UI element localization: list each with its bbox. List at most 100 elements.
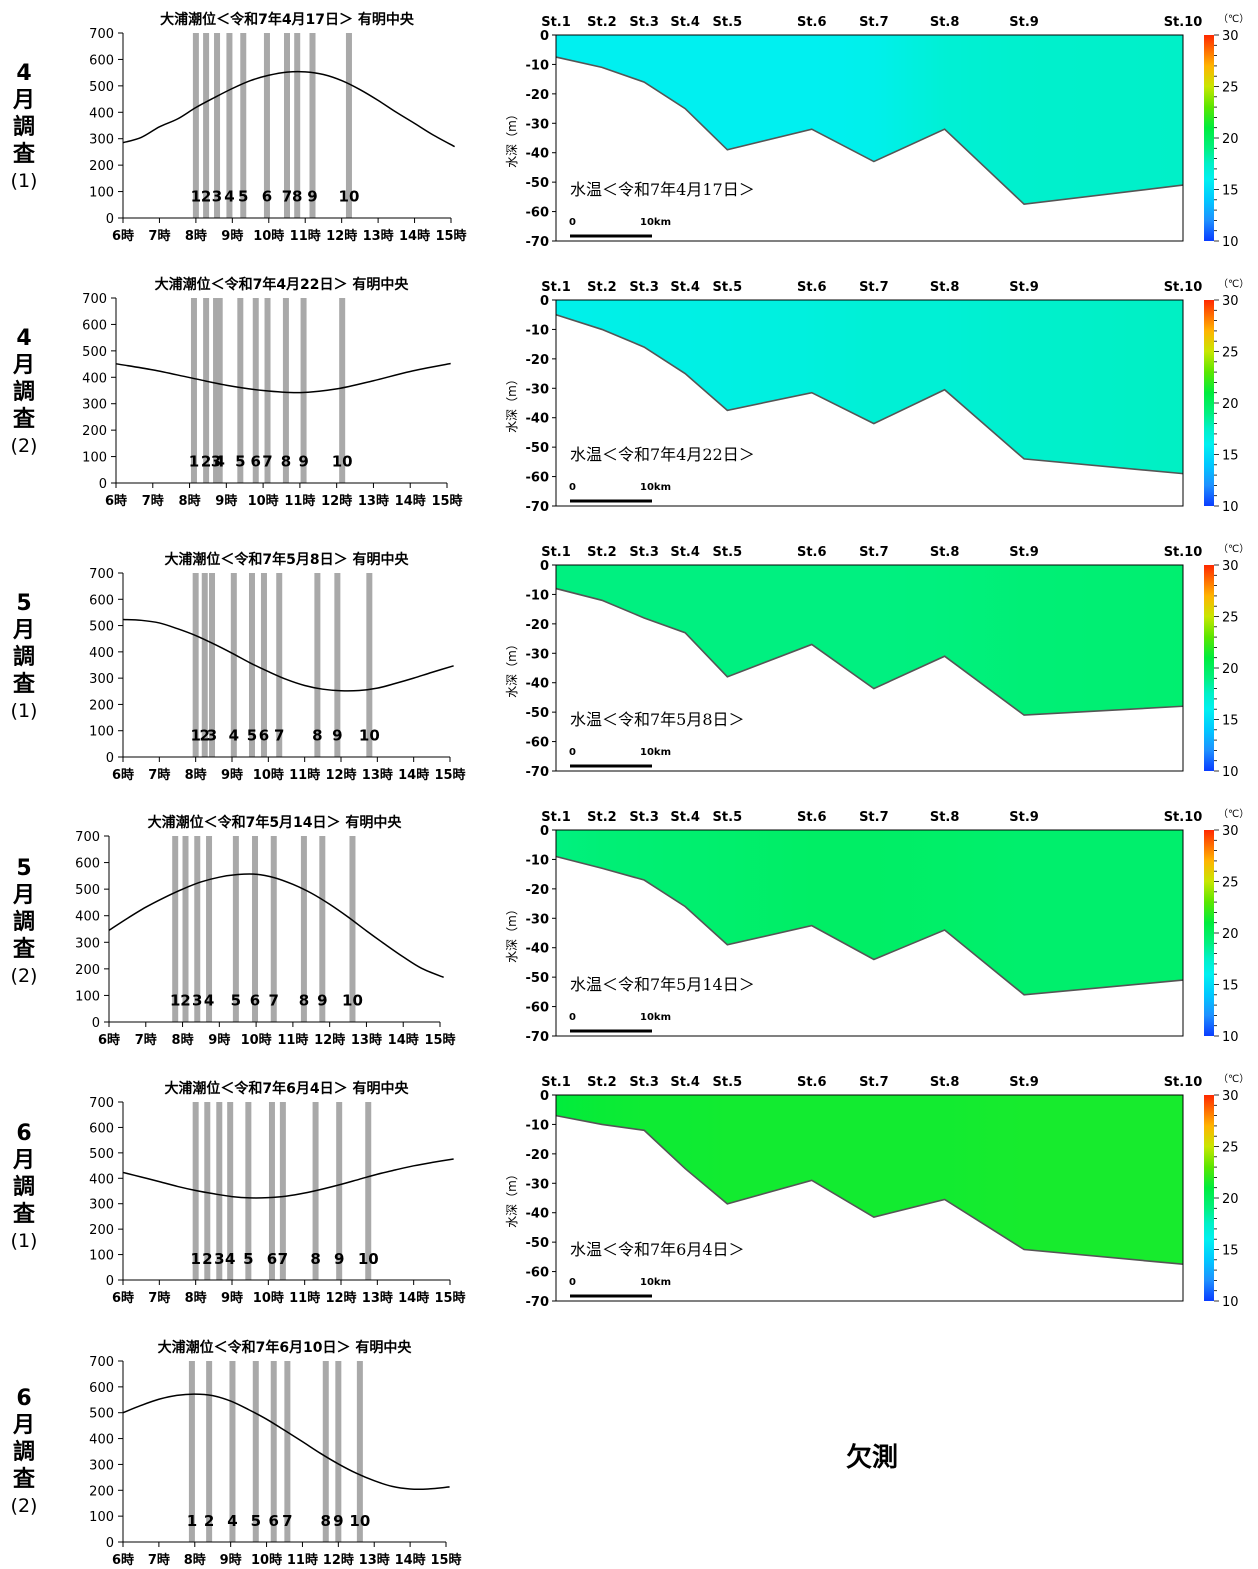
- station-bar: [279, 1102, 286, 1280]
- tide-chart-title: 大浦潮位＜令和7年6月4日＞ 有明中央: [164, 1080, 409, 1097]
- station-number-label: 9: [333, 1512, 343, 1530]
- x-tick-label: 15時: [430, 1552, 461, 1568]
- y-tick-label: -40: [526, 1207, 550, 1222]
- section-title: 水温＜令和7年5月14日＞: [570, 975, 755, 994]
- y-tick-label: -10: [526, 323, 550, 338]
- station-number-label: 7: [282, 1512, 292, 1530]
- station-bar: [284, 33, 290, 218]
- station-bar: [182, 836, 189, 1022]
- station-bar: [252, 1361, 259, 1542]
- station-bar: [334, 573, 341, 757]
- y-tick-label: 0: [540, 824, 549, 839]
- station-number-label: 3: [192, 992, 202, 1010]
- tide-chart-6: 大浦潮位＜令和7年6月10日＞ 有明中央 0 100 200 300 400 500 600 7…: [89, 1339, 461, 1568]
- tide-chart-title: 大浦潮位＜令和7年6月10日＞ 有明中央: [158, 1339, 413, 1356]
- station-label: St.7: [859, 280, 889, 295]
- x-tick-label: 14時: [398, 1290, 429, 1306]
- station-number-label: 9: [332, 727, 342, 745]
- station-bar: [192, 573, 199, 757]
- colorbar-tick-label: 15: [1222, 1244, 1239, 1259]
- y-tick-label: -40: [526, 412, 550, 427]
- station-label: St.9: [1009, 810, 1039, 825]
- scale-end-label: 10km: [640, 1012, 671, 1023]
- y-tick-label: -40: [526, 147, 550, 162]
- scale-end-label: 10km: [640, 1277, 671, 1288]
- station-number-label: 10: [339, 188, 360, 206]
- x-tick-label: 13時: [351, 1032, 382, 1048]
- station-bar: [209, 573, 216, 757]
- y-tick-label: -20: [526, 1148, 550, 1163]
- y-tick-label: -60: [526, 1001, 550, 1016]
- station-number-label: 8: [312, 727, 322, 745]
- x-tick-label: 9時: [208, 1032, 230, 1048]
- x-tick-label: 12時: [323, 1552, 354, 1568]
- station-bar: [237, 298, 244, 483]
- station-number-label: 7: [269, 992, 279, 1010]
- y-tick-label: 200: [75, 963, 100, 978]
- station-label: St.8: [930, 545, 960, 560]
- x-tick-label: 12時: [325, 767, 356, 783]
- station-bar: [216, 1102, 223, 1280]
- x-tick-label: 8時: [185, 1290, 207, 1306]
- station-label: St.6: [797, 1075, 827, 1090]
- temperature-field: [556, 300, 1183, 474]
- y-tick-label: 600: [89, 593, 114, 608]
- scale-zero-label: 0: [569, 747, 576, 758]
- station-number-label: 10: [358, 1250, 379, 1268]
- station-number-label: 3: [214, 1250, 224, 1268]
- station-label: St.3: [629, 15, 659, 30]
- station-number-label: 8: [310, 1250, 320, 1268]
- station-number-label: 6: [267, 1250, 277, 1268]
- x-tick-label: 13時: [362, 1290, 393, 1306]
- scale-end-label: 10km: [640, 482, 671, 493]
- station-bar: [284, 1361, 291, 1542]
- station-label: St.6: [797, 280, 827, 295]
- section-title: 水温＜令和7年4月22日＞: [570, 445, 755, 464]
- scale-zero-label: 0: [569, 482, 576, 493]
- station-bar: [216, 298, 223, 483]
- y-tick-label: -70: [526, 1295, 550, 1310]
- station-bar: [309, 33, 316, 218]
- station-number-label: 7: [278, 1250, 288, 1268]
- y-tick-label: 400: [89, 106, 114, 121]
- colorbar-tick-label: 30: [1222, 29, 1239, 44]
- y-tick-label: 600: [89, 1381, 114, 1396]
- y-axis-label: 水深（m）: [505, 108, 519, 168]
- y-tick-label: -30: [526, 382, 550, 397]
- plot-frame: [555, 1094, 1184, 1302]
- x-tick-label: 13時: [362, 767, 393, 783]
- station-number-label: 2: [200, 727, 210, 745]
- station-label: St.4: [670, 810, 700, 825]
- station-label: St.10: [1164, 545, 1203, 560]
- y-tick-label: -50: [526, 441, 550, 456]
- station-label: St.3: [629, 1075, 659, 1090]
- x-tick-label: 10時: [253, 228, 284, 244]
- y-tick-label: 700: [89, 1096, 114, 1111]
- plot-frame: [555, 564, 1184, 772]
- x-tick-label: 15時: [434, 767, 465, 783]
- station-number-label: 10: [332, 453, 353, 471]
- colorbar-tick-label: 25: [1222, 81, 1239, 96]
- station-number-label: 5: [235, 453, 245, 471]
- y-tick-label: -10: [526, 588, 550, 603]
- station-number-label: 6: [251, 453, 261, 471]
- x-tick-label: 7時: [142, 493, 164, 509]
- tide-line: [122, 618, 454, 692]
- x-tick-label: 8時: [172, 1032, 194, 1048]
- station-bar: [206, 1361, 213, 1542]
- station-bar: [172, 836, 179, 1022]
- scale-zero-label: 0: [569, 1277, 576, 1288]
- colorbar-tick-label: 25: [1222, 611, 1239, 626]
- station-label: St.6: [797, 810, 827, 825]
- x-tick-label: 15時: [434, 1290, 465, 1306]
- station-bar: [203, 33, 210, 218]
- station-number-label: 8: [292, 188, 302, 206]
- station-number-label: 4: [227, 1512, 237, 1530]
- colorbar-tick-label: 30: [1222, 559, 1239, 574]
- station-number-label: 9: [334, 1250, 344, 1268]
- station-label: St.2: [587, 810, 617, 825]
- station-bar: [366, 573, 373, 757]
- y-tick-label: -70: [526, 765, 550, 780]
- y-tick-label: -50: [526, 971, 550, 986]
- survey-label-3: 5 月調査 (1): [10, 591, 38, 722]
